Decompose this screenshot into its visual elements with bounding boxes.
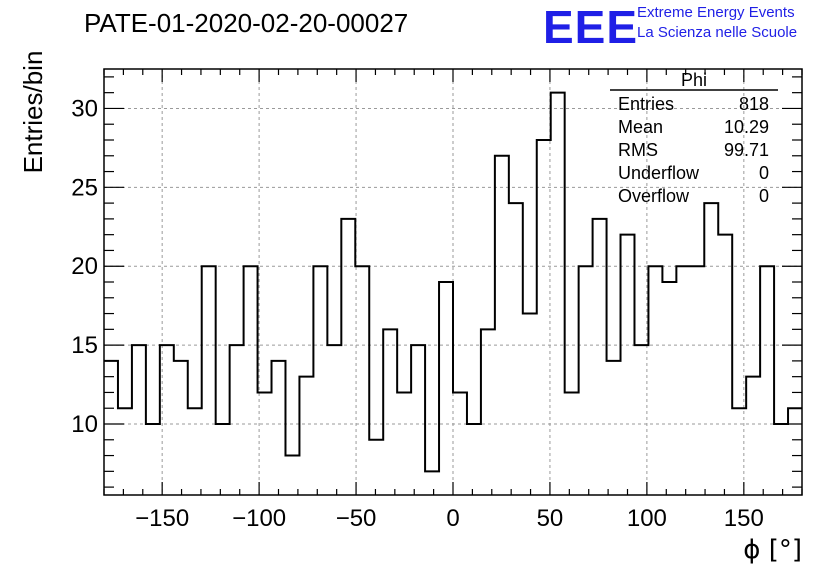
stats-value-entries: 818: [739, 94, 769, 114]
x-tick-label: −50: [336, 505, 377, 532]
tick-labels: −150 −100 −50 0 50 100 150 10 15 20 25 30: [71, 95, 764, 532]
stats-box: Phi Entries 818 Mean 10.29 RMS 99.71 Und…: [610, 70, 778, 206]
y-axis-title: Entries/bin: [18, 51, 48, 174]
histogram-outline: [104, 91, 802, 473]
brand-line-1: Extreme Energy Events: [637, 4, 795, 21]
axis-ticks: [103, 69, 803, 495]
y-tick-label: 30: [71, 95, 98, 122]
stats-value-mean: 10.29: [724, 117, 769, 137]
x-tick-label: 0: [446, 505, 459, 532]
grid-lines: [104, 69, 802, 495]
stats-label-overflow: Overflow: [618, 186, 690, 206]
chart-title: PATE-01-2020-02-20-00027: [84, 8, 409, 38]
x-tick-label: −150: [135, 505, 189, 532]
stats-value-rms: 99.71: [724, 140, 769, 160]
x-tick-label: 50: [537, 505, 564, 532]
x-axis-title: ϕ [°]: [743, 535, 802, 565]
stats-name: Phi: [681, 70, 707, 90]
x-tick-label: 150: [724, 505, 764, 532]
x-tick-label: 100: [627, 505, 667, 532]
y-tick-label: 25: [71, 174, 98, 201]
stats-label-rms: RMS: [618, 140, 658, 160]
y-tick-label: 20: [71, 253, 98, 280]
y-tick-label: 15: [71, 332, 98, 359]
y-tick-label: 10: [71, 411, 98, 438]
x-tick-label: −100: [232, 505, 286, 532]
stats-label-entries: Entries: [618, 94, 674, 114]
stats-value-underflow: 0: [759, 163, 769, 183]
stats-value-overflow: 0: [759, 186, 769, 206]
eee-logo: EEE: [543, 1, 639, 53]
brand-line-2: La Scienza nelle Scuole: [637, 24, 798, 41]
stats-label-mean: Mean: [618, 117, 663, 137]
stats-label-underflow: Underflow: [618, 163, 700, 183]
